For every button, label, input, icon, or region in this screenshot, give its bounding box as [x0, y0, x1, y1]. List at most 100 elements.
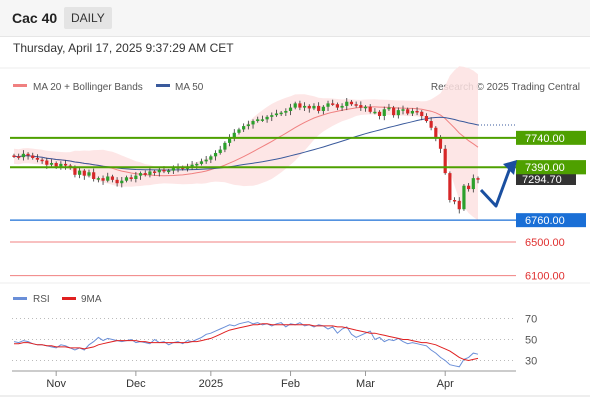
candle-body: [359, 105, 363, 108]
candle-body: [354, 104, 358, 106]
candle-body: [213, 152, 218, 157]
rsi-line: [13, 321, 479, 368]
candle-body: [223, 142, 227, 150]
level-label: 7740.00: [525, 133, 565, 145]
candle-body: [326, 103, 330, 107]
candle-body: [45, 160, 49, 165]
candle-body: [78, 170, 82, 175]
candle-body: [307, 105, 311, 109]
candle-body: [209, 156, 213, 160]
candle-body: [410, 110, 414, 114]
candle-body: [120, 180, 124, 184]
candle-body: [59, 163, 63, 167]
x-tick-label: Dec: [126, 378, 146, 390]
x-tick-label: Apr: [437, 378, 454, 390]
rsi-tick-label: 30: [525, 356, 537, 368]
candle-body: [302, 105, 307, 108]
candle-body: [129, 177, 133, 179]
candle-body: [40, 159, 44, 162]
candle-body: [134, 175, 138, 179]
candle-body: [424, 116, 429, 122]
ma20-legend-swatch: [13, 84, 27, 87]
candle-body: [429, 121, 433, 128]
candle-body: [73, 168, 77, 175]
candle-body: [340, 105, 344, 108]
candle-body: [204, 159, 208, 162]
candle-body: [190, 164, 194, 167]
last-price-box: [516, 173, 576, 185]
candle-body: [124, 177, 129, 181]
candle-body: [443, 148, 447, 174]
candle-body: [26, 153, 30, 156]
timeframe-button[interactable]: DAILY: [64, 7, 112, 29]
candle-body: [321, 106, 325, 111]
x-tick-label: Feb: [281, 378, 300, 390]
candle-body: [288, 107, 293, 111]
candle-body: [138, 173, 143, 176]
rsi-tick-label: 50: [525, 335, 537, 347]
candle-body: [49, 163, 54, 165]
candle-body: [467, 185, 471, 190]
candle-body: [349, 101, 354, 105]
candle-body: [368, 106, 372, 112]
candle-body: [392, 107, 396, 116]
candle-body: [293, 103, 297, 108]
candle-body: [199, 161, 204, 164]
bollinger-band: [14, 66, 478, 221]
rsi-legend-label: RSI: [33, 294, 50, 305]
candle-body: [153, 171, 157, 173]
candle-body: [317, 105, 321, 111]
candle-body: [227, 137, 232, 143]
candle-body: [270, 115, 274, 117]
candle-body: [401, 109, 405, 111]
candle-body: [373, 111, 377, 114]
candle-body: [284, 110, 288, 113]
candle-body: [415, 110, 419, 113]
candle-body: [92, 172, 96, 179]
chart-header: Cac 40 DAILY: [0, 0, 590, 37]
candle-body: [457, 200, 461, 210]
candle-body: [377, 111, 382, 116]
level-label: 6760.00: [525, 215, 565, 227]
candle-body: [363, 106, 368, 109]
arrow-head-icon: [503, 160, 517, 175]
candle-body: [110, 176, 115, 180]
candle-body: [256, 119, 260, 122]
pivot-label-overlay: 7390.00: [525, 162, 565, 174]
candle-body: [96, 178, 100, 180]
ma50-line: [13, 116, 479, 171]
candle-body: [148, 171, 152, 175]
candle-body: [101, 178, 105, 181]
candle-body: [298, 103, 302, 108]
candle-body: [331, 103, 335, 105]
candle-body: [242, 126, 246, 130]
level-label: 6500.00: [525, 237, 565, 249]
candle-body: [17, 156, 21, 158]
candle-body: [54, 163, 58, 167]
candle-body: [237, 129, 241, 133]
candle-body: [35, 158, 40, 160]
candle-body: [115, 179, 119, 184]
candle-body: [82, 170, 86, 176]
x-tick-label: 2025: [199, 378, 223, 390]
candle-body: [143, 173, 147, 175]
candle-body: [246, 124, 250, 127]
candle-body: [448, 173, 452, 200]
candle-body: [157, 169, 161, 173]
candle-body: [471, 178, 475, 190]
candle-body: [387, 107, 391, 110]
rsi-legend-swatch: [13, 297, 27, 300]
last-price-label: 7294.70: [522, 174, 562, 186]
candle-body: [12, 155, 16, 157]
chart-datetime: Thursday, April 17, 2025 9:37:29 AM CET: [13, 41, 234, 55]
candle-body: [462, 185, 466, 210]
candle-body: [232, 132, 236, 137]
candle-body: [167, 170, 171, 173]
candle-body: [476, 178, 480, 180]
x-tick-label: Mar: [356, 378, 375, 390]
candle-body: [406, 109, 410, 114]
candle-body: [251, 121, 255, 125]
candle-body: [335, 104, 339, 108]
candle-body: [21, 153, 25, 158]
candle-body: [396, 110, 400, 116]
